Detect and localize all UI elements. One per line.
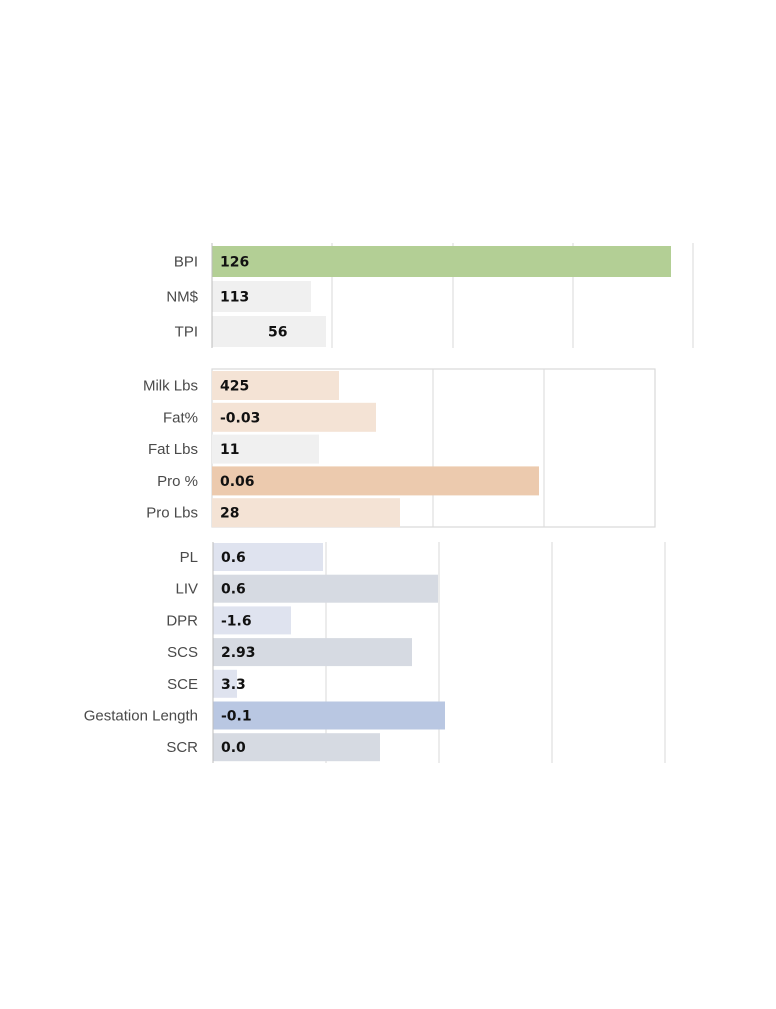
bar-gestation-length: [213, 701, 445, 730]
value-label-bpi: 126: [220, 255, 249, 271]
value-label-pl: 0.6: [221, 550, 246, 566]
value-label-pro-lbs: 28: [220, 506, 239, 522]
category-label-liv: LIV: [175, 581, 198, 598]
bar-milk-lbs: [212, 371, 339, 400]
chart-panel-3: PL 0.6 LIV 0.6 DPR -1.6 SCS 2.93 SCE 3.3 Gestation…: [84, 542, 666, 763]
category-label-dpr: DPR: [166, 612, 198, 629]
value-label-pro: 0.06: [220, 474, 255, 490]
value-label-nm: 113: [220, 290, 249, 306]
value-label-fat: -0.03: [220, 410, 260, 426]
value-label-fat-lbs: 11: [220, 442, 239, 458]
bar-pro-lbs: [212, 498, 400, 528]
bar-fat-lbs: [212, 434, 319, 464]
category-label-nm: NM$: [166, 289, 198, 306]
category-label-pl: PL: [180, 549, 198, 566]
value-label-scr: 0.0: [221, 740, 246, 756]
bar-nm: [212, 281, 311, 312]
category-label-sce: SCE: [167, 676, 198, 693]
value-label-scs: 2.93: [221, 645, 256, 661]
category-label-scr: SCR: [166, 739, 198, 756]
category-label-pro: Pro %: [157, 473, 198, 490]
bar-scs: [213, 638, 412, 667]
bar-pl: [213, 543, 323, 571]
category-label-pro-lbs: Pro Lbs: [146, 505, 198, 522]
category-label-tpi: TPI: [175, 324, 198, 341]
value-label-milk-lbs: 425: [220, 379, 249, 395]
category-label-milk-lbs: Milk Lbs: [143, 378, 198, 395]
value-label-liv: 0.6: [221, 582, 246, 598]
bar-tpi: [212, 316, 326, 347]
category-label-fat: Fat%: [163, 409, 198, 426]
bar-fat: [212, 402, 376, 432]
chart-panel-2: Milk Lbs 425 Fat% -0.03 Fat Lbs 11 Pro % 0.06 Pr…: [143, 368, 656, 528]
category-label-scs: SCS: [167, 644, 198, 661]
value-label-tpi: 56: [268, 325, 287, 341]
category-label-bpi: BPI: [174, 254, 198, 271]
value-label-gestation-length: -0.1: [221, 709, 252, 725]
bar-scr: [213, 733, 380, 762]
bar-bpi: [212, 246, 671, 277]
bar-sce: [213, 669, 237, 698]
bar-liv: [213, 574, 438, 603]
bar-dpr: [213, 606, 291, 635]
category-label-fat-lbs: Fat Lbs: [148, 441, 198, 458]
value-label-dpr: -1.6: [221, 613, 252, 629]
bar-pro: [212, 466, 539, 496]
category-label-gestation-length: Gestation Length: [84, 708, 198, 725]
value-label-sce: 3.3: [221, 677, 246, 693]
chart-panel-1: BPI 126 NM$ 113 TPI 56: [166, 243, 694, 348]
